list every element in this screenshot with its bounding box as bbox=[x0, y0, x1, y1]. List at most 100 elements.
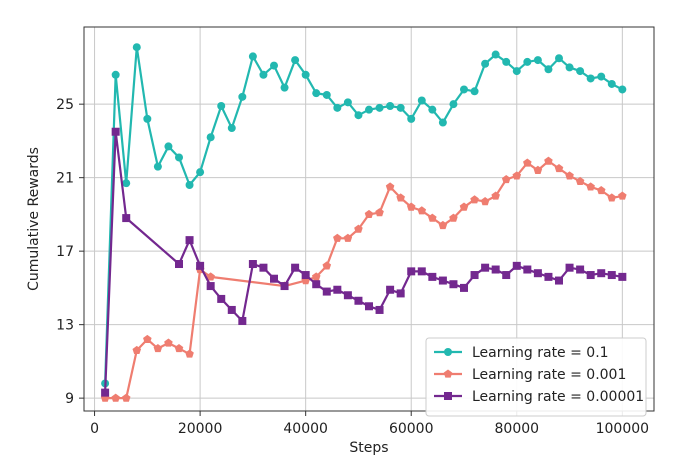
data-point bbox=[607, 79, 616, 88]
data-point bbox=[512, 67, 521, 76]
data-point bbox=[470, 271, 479, 280]
x-tick-label: 20000 bbox=[178, 421, 223, 437]
y-tick-label: 9 bbox=[65, 391, 74, 407]
data-point bbox=[365, 302, 373, 311]
data-point bbox=[523, 57, 532, 66]
x-axis-label: Steps bbox=[349, 440, 388, 456]
data-point bbox=[291, 263, 300, 272]
y-axis: 9 13 17 21 25 bbox=[56, 97, 84, 407]
data-point bbox=[301, 271, 310, 280]
legend-item: Learning rate = 0.00001 bbox=[434, 389, 644, 405]
data-point bbox=[143, 114, 152, 123]
data-point bbox=[248, 52, 257, 61]
data-point bbox=[259, 70, 268, 79]
data-point bbox=[406, 202, 416, 211]
data-point bbox=[153, 162, 162, 171]
data-point bbox=[227, 305, 236, 314]
data-point bbox=[575, 176, 585, 185]
data-point bbox=[512, 261, 521, 270]
data-point bbox=[343, 291, 352, 300]
y-tick-label: 17 bbox=[56, 244, 74, 260]
data-point bbox=[301, 70, 310, 79]
legend-label: Learning rate = 0.00001 bbox=[472, 389, 644, 405]
data-point bbox=[375, 103, 384, 112]
data-point bbox=[449, 213, 458, 222]
data-point bbox=[280, 282, 289, 291]
data-point bbox=[322, 287, 331, 296]
y-tick-label: 21 bbox=[56, 171, 74, 187]
data-point bbox=[322, 261, 332, 270]
data-point bbox=[333, 285, 342, 294]
data-point bbox=[449, 100, 458, 109]
data-point bbox=[618, 272, 627, 281]
data-point bbox=[111, 127, 120, 136]
data-point bbox=[364, 209, 374, 219]
legend: Learning rate = 0.1 Learning rate = 0.001… bbox=[425, 337, 647, 417]
data-point bbox=[196, 168, 205, 177]
data-point bbox=[607, 193, 617, 202]
data-point bbox=[312, 280, 321, 289]
data-point bbox=[132, 345, 142, 355]
data-point bbox=[206, 133, 215, 142]
data-point bbox=[481, 263, 490, 272]
data-point bbox=[565, 171, 574, 180]
data-point bbox=[185, 181, 194, 190]
data-point bbox=[101, 388, 110, 397]
data-point bbox=[280, 83, 289, 92]
legend-marker bbox=[444, 392, 452, 400]
data-point bbox=[555, 54, 563, 63]
data-point bbox=[491, 50, 500, 59]
data-point bbox=[407, 267, 416, 276]
data-point bbox=[417, 96, 426, 105]
data-point bbox=[333, 233, 342, 242]
data-point bbox=[544, 272, 553, 281]
data-point bbox=[428, 272, 437, 281]
data-point bbox=[501, 175, 511, 184]
data-point bbox=[270, 274, 278, 283]
data-point bbox=[343, 98, 352, 107]
data-point bbox=[428, 105, 437, 114]
data-point bbox=[480, 197, 490, 206]
data-point bbox=[470, 195, 479, 204]
data-point bbox=[354, 296, 363, 305]
data-point bbox=[533, 56, 542, 65]
data-point bbox=[607, 271, 616, 280]
legend-marker bbox=[444, 348, 452, 356]
data-point bbox=[238, 316, 247, 325]
data-point bbox=[396, 193, 405, 202]
data-point bbox=[343, 233, 353, 242]
series-1 bbox=[101, 43, 627, 388]
data-point bbox=[312, 89, 321, 98]
x-tick-label: 0 bbox=[90, 421, 99, 437]
data-point bbox=[322, 90, 331, 99]
data-point bbox=[428, 213, 437, 222]
data-point bbox=[544, 65, 553, 74]
legend-box bbox=[425, 337, 647, 417]
data-point bbox=[417, 206, 427, 215]
data-point bbox=[248, 260, 257, 269]
data-point bbox=[417, 267, 426, 276]
data-point bbox=[438, 276, 447, 285]
series-3-line bbox=[104, 130, 623, 393]
legend-marker bbox=[443, 369, 453, 378]
data-point bbox=[385, 182, 395, 191]
series-2 bbox=[100, 156, 627, 402]
data-point bbox=[270, 61, 278, 70]
data-point bbox=[291, 56, 300, 65]
data-point bbox=[238, 92, 247, 101]
data-point bbox=[618, 85, 627, 94]
y-tick-label: 25 bbox=[56, 97, 74, 113]
data-point bbox=[122, 179, 131, 188]
x-tick-label: 60000 bbox=[389, 421, 434, 437]
data-point bbox=[217, 294, 226, 303]
data-point bbox=[597, 72, 606, 81]
data-point bbox=[175, 260, 183, 269]
x-axis: 0 20000 40000 60000 80000 100000 bbox=[90, 411, 649, 437]
data-point bbox=[565, 63, 574, 72]
data-point bbox=[185, 236, 194, 245]
data-point bbox=[533, 165, 543, 174]
data-point bbox=[586, 74, 595, 83]
data-point bbox=[185, 349, 194, 358]
legend-label: Learning rate = 0.001 bbox=[472, 367, 626, 383]
